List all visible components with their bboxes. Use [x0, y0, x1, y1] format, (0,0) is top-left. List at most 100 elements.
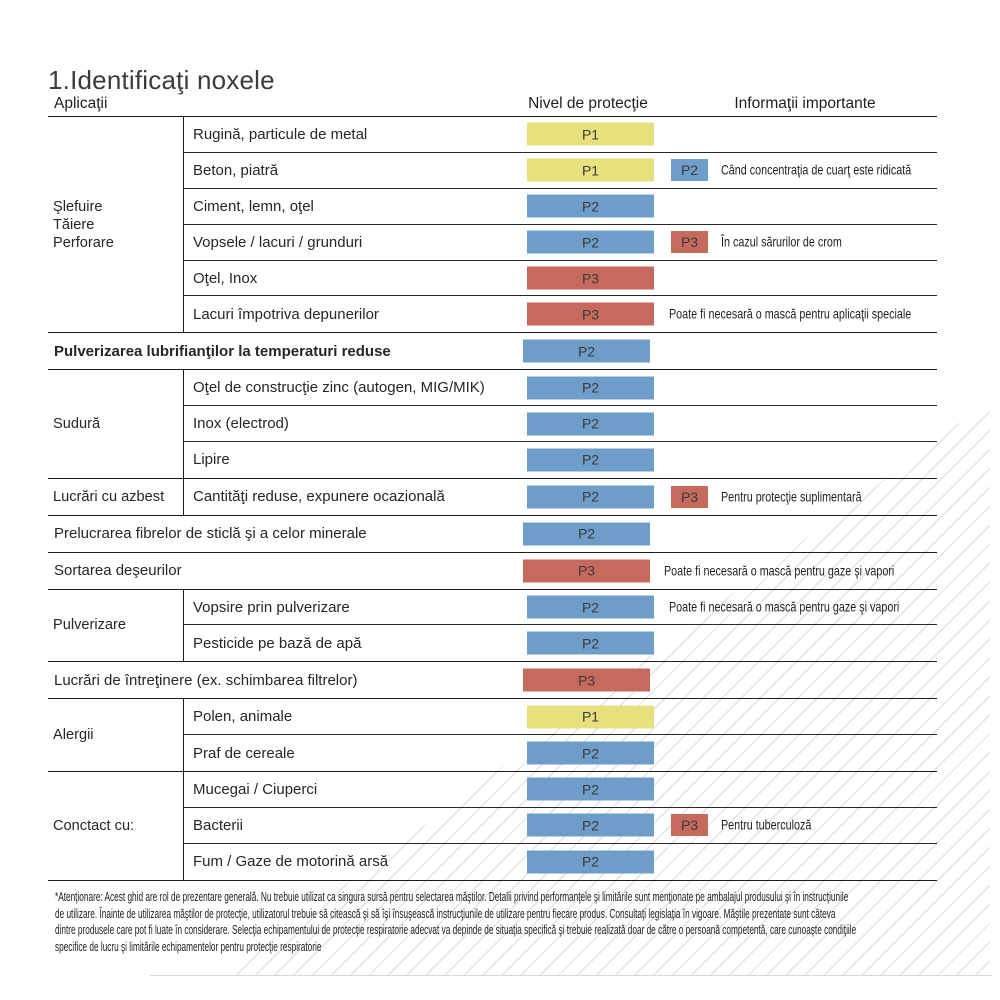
rows-container: Pulverizarea lubrifianţilor la temperatu…	[48, 333, 937, 369]
table-row: Pesticide pe bază de apă P2	[184, 625, 937, 661]
row-label: Lipire	[193, 451, 230, 469]
category-cell: Lucrări cu azbest	[53, 488, 165, 505]
header-protection-level: Nivel de protecţie	[528, 95, 648, 112]
table-row: Inox (electrod) P2	[184, 406, 937, 443]
footnote-disclaimer: *Atenţionare: Acest ghid are rol de prez…	[55, 890, 857, 954]
protection-level-badge: P2	[527, 595, 654, 619]
protection-level-badge: P2	[527, 741, 654, 765]
table-row: Vopsire prin pulverizare P2 Poate fi neces…	[184, 590, 937, 626]
table-row: Mucegai / Ciuperci P2	[184, 772, 937, 808]
table-row: Oţel, Inox P3	[184, 261, 937, 297]
rows-container: Sortarea deşeurilor P3 Poate fi necesară o…	[48, 553, 937, 589]
table-row: Pulverizarea lubrifianţilor la temperatu…	[48, 333, 937, 369]
table-row: Prelucrarea fibrelor de sticlă şi a celo…	[48, 516, 937, 552]
table-row: Polen, animale P1	[184, 699, 937, 736]
row-note: Când concentraţia de cuarţ este ridicată	[721, 162, 912, 178]
table-header: Aplicaţii Nivel de protecţie Informaţii …	[48, 94, 937, 116]
protection-level-badge: P2	[523, 339, 650, 363]
secondary-level-badge: P2	[671, 159, 708, 182]
header-important-info: Informaţii importante	[734, 95, 876, 112]
row-label: Vopsele / lacuri / grunduri	[193, 233, 363, 251]
row-note: Poate fi necesară o mască pentru gaze şi…	[669, 599, 900, 615]
rows-container: Oţel de construcţie zinc (autogen, MIG/M…	[183, 370, 937, 478]
row-label: Sortarea deşeurilor	[54, 562, 182, 580]
table-row: Vopsele / lacuri / grunduri P2 P3 În cazul …	[184, 225, 937, 261]
protection-level-badge: P1	[527, 122, 654, 146]
table-section-full: Pulverizarea lubrifianţilor la temperatu…	[48, 332, 937, 369]
protection-table: Aplicaţii Nivel de protecţie Informaţii …	[48, 94, 937, 881]
protection-level-badge: P2	[527, 448, 654, 472]
row-label: Pesticide pe bază de apă	[193, 634, 362, 652]
rows-container: Polen, animale P1 Praf de cereale P2	[183, 699, 937, 772]
table-row: Sortarea deşeurilor P3 Poate fi necesară o…	[48, 553, 937, 589]
rows-container: Lucrări de întreţinere (ex. schimbarea f…	[48, 662, 937, 698]
row-label: Vopsire prin pulverizare	[193, 598, 350, 616]
protection-level-badge: P3	[527, 302, 654, 326]
table-section-full: Lucrări de întreţinere (ex. schimbarea f…	[48, 661, 937, 698]
category-cell: Pulverizare	[53, 617, 126, 634]
row-note: Poate fi necesară o mască pentru aplicaţ…	[669, 306, 912, 322]
table-row: Beton, piatră P1 P2 Când concentraţia de cu…	[184, 153, 937, 189]
category-cell: Alergii	[53, 727, 94, 744]
table-row: Lucrări de întreţinere (ex. schimbarea f…	[48, 662, 937, 698]
protection-level-badge: P2	[527, 194, 654, 218]
table-section: Sudură Oţel de construcţie zinc (autogen,…	[48, 369, 937, 478]
rows-container: Prelucrarea fibrelor de sticlă şi a celo…	[48, 516, 937, 552]
table-section: Lucrări cu azbest Cantităţi reduse, expun…	[48, 477, 937, 515]
row-note: Poate fi necesară o mască pentru gaze şi…	[664, 563, 895, 579]
category-cell: Şlefuire Tăiere Perforare	[53, 198, 114, 251]
row-label: Oţel, Inox	[193, 269, 258, 287]
protection-level-badge: P2	[527, 412, 654, 436]
row-label: Mucegai / Ciuperci	[193, 780, 318, 798]
row-label: Oţel de construcţie zinc (autogen, MIG/M…	[193, 379, 485, 397]
rows-container: Vopsire prin pulverizare P2 Poate fi neces…	[183, 589, 937, 662]
table-row: Bacterii P2 P3 Pentru tuberculoză	[184, 808, 937, 844]
row-label: Bacterii	[193, 816, 244, 834]
row-note: Pentru protecţie suplimentară	[721, 489, 862, 505]
rows-container: Cantităţi reduse, expunere ocazională P2 P…	[183, 478, 937, 515]
protection-level-badge: P1	[527, 705, 654, 729]
category-cell: Sudură	[53, 416, 101, 433]
table-section: Conctact cu: Mucegai / Ciuperci P2 Bacterii…	[48, 771, 937, 880]
table-section: Pulverizare Vopsire prin pulverizare P2 Poa…	[48, 588, 937, 662]
secondary-level-badge: P3	[671, 231, 708, 254]
table-body: Şlefuire Tăiere Perforare Rugină, particu…	[48, 116, 937, 881]
row-label: Pulverizarea lubrifianţilor la temperatu…	[54, 342, 391, 360]
row-label: Fum / Gaze de motorină arsă	[193, 853, 389, 871]
page-title: 1.Identificaţi noxele	[48, 65, 275, 96]
row-label: Ciment, lemn, oţel	[193, 197, 314, 215]
row-label: Lucrări de întreţinere (ex. schimbarea f…	[54, 671, 358, 689]
row-label: Inox (electrod)	[193, 415, 289, 433]
header-applications: Aplicaţii	[54, 95, 108, 112]
rows-container: Mucegai / Ciuperci P2 Bacterii P2 P3 Pentru t…	[183, 772, 937, 880]
table-row: Praf de cereale P2	[184, 735, 937, 771]
protection-level-badge: P2	[527, 376, 654, 400]
protection-level-badge: P2	[527, 850, 654, 874]
protection-level-badge: P2	[527, 777, 654, 801]
table-row: Fum / Gaze de motorină arsă P2	[184, 844, 937, 880]
protection-level-badge: P2	[527, 485, 654, 509]
protection-level-badge: P2	[527, 230, 654, 254]
rows-container: Rugină, particule de metal P1 Beton, piatr…	[183, 117, 937, 333]
table-row: Rugină, particule de metal P1	[184, 117, 937, 153]
protection-level-badge: P3	[523, 559, 650, 583]
row-label: Praf de cereale	[193, 744, 295, 762]
row-label: Polen, animale	[193, 708, 293, 726]
table-row: Lacuri împotriva depunerilor P3 Poate fi n…	[184, 296, 937, 332]
table-row: Oţel de construcţie zinc (autogen, MIG/M…	[184, 370, 937, 407]
row-label: Prelucrarea fibrelor de sticlă şi a celo…	[54, 525, 367, 543]
secondary-level-badge: P3	[671, 814, 708, 837]
row-label: Lacuri împotriva depunerilor	[193, 305, 379, 323]
row-label: Beton, piatră	[193, 161, 279, 179]
table-section: Alergii Polen, animale P1 Praf de cereale P2	[48, 698, 937, 772]
table-section-full: Prelucrarea fibrelor de sticlă şi a celo…	[48, 514, 937, 552]
row-label: Cantităţi reduse, expunere ocazională	[193, 488, 445, 506]
table-row: Cantităţi reduse, expunere ocazională P2 P…	[184, 479, 937, 515]
protection-level-badge: P2	[527, 813, 654, 837]
table-row: Lipire P2	[184, 442, 937, 478]
table-section-full: Sortarea deşeurilor P3 Poate fi necesară o…	[48, 551, 937, 589]
row-note: Pentru tuberculoză	[721, 817, 812, 833]
protection-level-badge: P2	[527, 631, 654, 655]
protection-level-badge: P3	[523, 668, 650, 692]
table-row: Ciment, lemn, oţel P2	[184, 189, 937, 225]
